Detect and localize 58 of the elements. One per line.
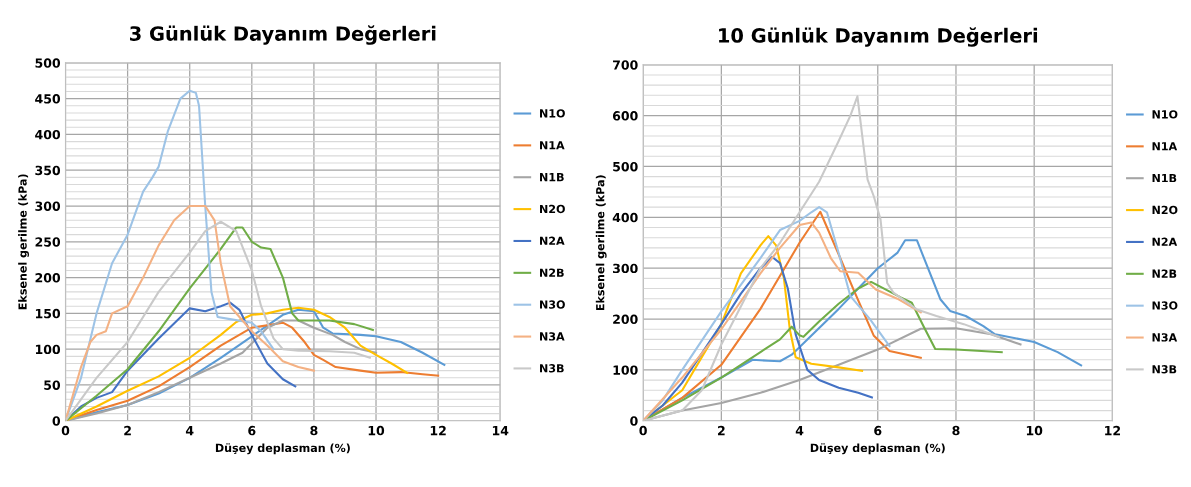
y-tick-label: 500 <box>613 161 638 172</box>
y-tick-label: 450 <box>35 94 61 104</box>
x-tick-label: 14 <box>492 426 509 436</box>
legend-label: N2O <box>540 204 565 214</box>
y-tick-label: 200 <box>35 273 61 283</box>
legend-label: N2A <box>540 236 565 245</box>
legend-label: N1O <box>540 109 565 118</box>
y-tick-label: 250 <box>35 237 61 247</box>
legend-label: N2A <box>1152 237 1178 246</box>
x-axis-title: Düşey deplasman (%) <box>810 443 945 455</box>
y-tick-label: 500 <box>35 58 61 68</box>
y-tick-label: 700 <box>613 60 638 70</box>
y-tick-label: 100 <box>35 344 61 355</box>
legend-label: N3A <box>1152 333 1178 342</box>
x-tick-label: 12 <box>430 425 446 436</box>
legend-label: N3O <box>540 300 565 309</box>
x-tick-label: 2 <box>124 425 131 436</box>
y-tick-label: 300 <box>35 201 61 211</box>
y-tick-label: 400 <box>612 212 638 223</box>
x-tick-label: 6 <box>248 425 256 436</box>
legend-label: N1A <box>1152 142 1178 151</box>
legend-label: N2O <box>1152 205 1178 215</box>
x-tick-label: 8 <box>952 425 960 436</box>
x-tick-label: 6 <box>874 425 882 436</box>
y-tick-label: 300 <box>613 263 638 274</box>
x-tick-label: 10 <box>1026 425 1043 436</box>
y-tick-label: 100 <box>613 365 638 375</box>
legend-label: N3B <box>540 364 564 373</box>
legend-label: N1A <box>540 141 565 150</box>
y-tick-label: 50 <box>44 380 61 390</box>
y-tick-label: 400 <box>35 129 61 140</box>
legend-label: N1B <box>1152 174 1177 183</box>
legend-label: N3A <box>540 332 565 341</box>
x-tick-label: 2 <box>717 425 725 436</box>
x-tick-label: 0 <box>639 425 647 436</box>
y-tick-label: 0 <box>52 416 61 426</box>
legend-label: N3O <box>1152 301 1178 310</box>
y-tick-label: 600 <box>612 111 638 121</box>
chart-title: 3 Günlük Dayanım Değerleri <box>130 25 436 45</box>
x-tick-label: 0 <box>61 425 70 436</box>
y-tick-label: 150 <box>35 308 61 319</box>
x-tick-label: 12 <box>1105 425 1121 436</box>
y-tick-label: 350 <box>35 165 61 176</box>
y-tick-label: 200 <box>613 314 638 324</box>
y-axis-title: Eksenel gerilme (kPa) <box>18 174 29 310</box>
x-axis-title: Düşey deplasman (%) <box>215 443 350 455</box>
x-tick-label: 8 <box>310 425 318 436</box>
legend-label: N3B <box>1152 365 1177 374</box>
x-tick-label: 4 <box>795 426 804 436</box>
legend-label: N2B <box>540 268 564 277</box>
legend-label: N2B <box>1152 269 1177 278</box>
legend-label: N1O <box>1152 110 1178 119</box>
chart-title: 10 Günlük Dayanım Değerleri <box>719 27 1038 47</box>
x-tick-label: 10 <box>368 425 385 436</box>
y-tick-label: 0 <box>630 416 638 426</box>
y-axis-title: Eksenel gerilme (kPa) <box>595 175 607 311</box>
x-tick-label: 4 <box>185 426 194 436</box>
legend-label: N1B <box>540 173 564 182</box>
